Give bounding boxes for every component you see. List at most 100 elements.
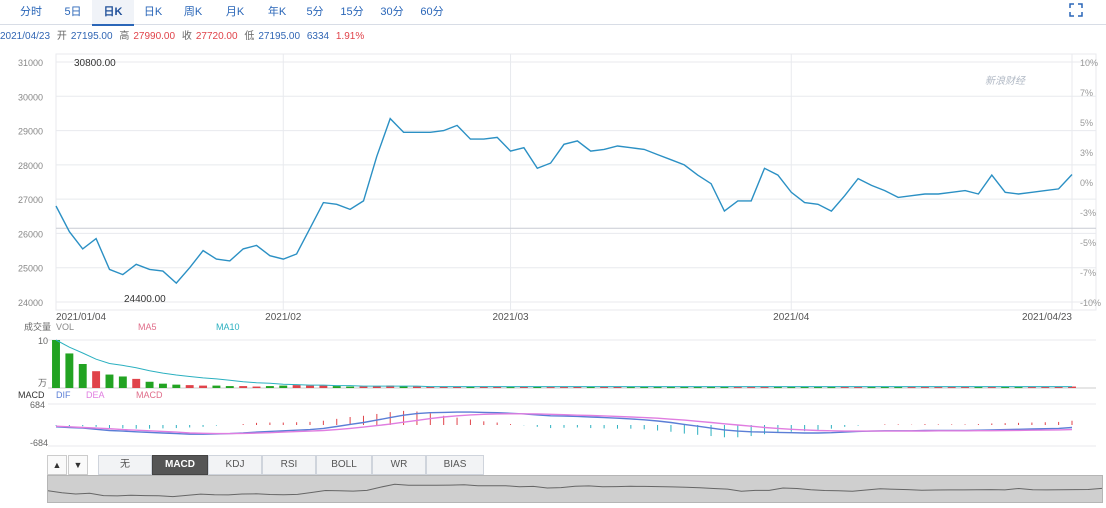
- indicator-none[interactable]: 无: [98, 455, 152, 475]
- volume-bar: [332, 386, 341, 388]
- volume-bar: [279, 385, 288, 388]
- indicator-bias[interactable]: BIAS: [426, 455, 484, 475]
- volume-bar: [947, 387, 956, 389]
- volume-bar: [814, 387, 822, 389]
- price-pct-tick-label: 3%: [1080, 148, 1093, 158]
- macd-legend-label: DIF: [56, 390, 71, 400]
- macd-legend-label: DEA: [86, 390, 105, 400]
- volume-bar: [78, 364, 87, 388]
- volume-bar: [1014, 387, 1023, 389]
- macd-y-tick-label: 684: [30, 400, 45, 410]
- indicator-kdj[interactable]: KDJ: [208, 455, 262, 475]
- min-price-label: 24400.00: [124, 294, 166, 305]
- info-high: 27990.00: [133, 31, 176, 42]
- info-low-label: 低: [244, 31, 255, 42]
- volume-bar: [800, 387, 809, 389]
- macd-legend-label: MACD: [18, 390, 45, 400]
- volume-bar: [92, 371, 101, 388]
- volume-bar: [145, 381, 154, 388]
- price-pct-tick-label: 0%: [1080, 178, 1093, 188]
- price-y-tick-label: 27000: [18, 195, 43, 205]
- tab-weekly-k[interactable]: 周K: [183, 6, 203, 18]
- tab-15min[interactable]: 15分: [340, 6, 364, 18]
- volume-bar: [105, 374, 114, 388]
- volume-bar: [1068, 386, 1076, 388]
- info-date: 2021/04/23: [0, 31, 51, 42]
- volume-bar: [386, 385, 395, 388]
- fullscreen-icon[interactable]: [1068, 3, 1084, 19]
- volume-legend-label: 成交量: [24, 321, 51, 332]
- volume-bar: [760, 387, 769, 389]
- scroll-up-button[interactable]: ▲: [47, 455, 67, 475]
- navigator-line: [47, 483, 1103, 498]
- indicator-macd[interactable]: MACD: [152, 455, 208, 475]
- indicator-rsi[interactable]: RSI: [262, 455, 316, 475]
- volume-bar: [533, 386, 542, 388]
- indicator-boll[interactable]: BOLL: [316, 455, 372, 475]
- price-series-line: [55, 117, 1073, 285]
- price-y-tick-label: 30000: [18, 92, 43, 102]
- price-y-tick-label: 26000: [18, 229, 43, 239]
- tab-monthly-k[interactable]: 月K: [225, 6, 245, 18]
- info-volume: 6334: [306, 31, 330, 42]
- volume-bar: [867, 387, 876, 389]
- volume-bar: [185, 385, 194, 388]
- volume-legend-label: MA10: [216, 322, 240, 332]
- price-y-tick-label: 25000: [18, 264, 43, 274]
- volume-bar: [1041, 387, 1050, 389]
- macd-y-tick-label: -684: [30, 438, 48, 448]
- watermark-logo: 新浪财经: [985, 75, 1026, 87]
- tab-daily-k[interactable]: 日K: [143, 6, 163, 18]
- range-navigator[interactable]: [47, 475, 1103, 503]
- period-tabs: 分时 5日 日K 日K 周K 月K 年K 5分 15分 30分 60分: [0, 0, 1106, 26]
- x-date-tick-label: 2021/04: [773, 312, 810, 323]
- volume-bar: [773, 387, 782, 389]
- tab-5day[interactable]: 5日: [64, 6, 82, 18]
- volume-y-tick-label: 10: [38, 336, 48, 346]
- volume-bar: [118, 376, 127, 388]
- x-date-tick-label: 2021/03: [492, 312, 529, 323]
- tab-5min[interactable]: 5分: [306, 6, 324, 18]
- chart-canvas[interactable]: 31000 30000 29000 28000 27000 26000 25000 24000…: [0, 0, 1106, 455]
- volume-bar: [132, 378, 141, 388]
- volume-bar: [961, 387, 970, 389]
- volume-bar: [974, 387, 983, 389]
- tab-yearly-k[interactable]: 年K: [267, 6, 287, 18]
- volume-bar: [1027, 387, 1036, 389]
- quote-info-line: 2021/04/23 开 27195.00 高 27990.00 收 27720.00…: [0, 30, 368, 44]
- volume-bar: [479, 386, 488, 388]
- volume-bar: [546, 387, 555, 389]
- price-y-tick-label: 28000: [18, 161, 43, 171]
- volume-bar: [52, 340, 60, 388]
- volume-bar: [920, 387, 929, 389]
- volume-bar: [399, 386, 408, 388]
- info-close-label: 收: [181, 31, 192, 42]
- volume-bar: [907, 387, 916, 389]
- scroll-down-button[interactable]: ▼: [68, 455, 88, 475]
- volume-bar: [600, 386, 609, 388]
- volume-bar: [747, 387, 756, 389]
- tab-30min[interactable]: 30分: [380, 6, 404, 18]
- tab-60min[interactable]: 60分: [420, 6, 444, 18]
- volume-bar: [693, 387, 702, 389]
- volume-bar: [372, 386, 381, 388]
- volume-bar: [239, 386, 248, 388]
- indicator-wr[interactable]: WR: [372, 455, 426, 475]
- navigator-series-line: [47, 483, 1103, 498]
- volume-bar: [573, 386, 582, 388]
- tab-fenshi[interactable]: 分时: [20, 6, 42, 18]
- info-open-label: 开: [56, 31, 67, 42]
- volume-bar: [306, 385, 314, 388]
- tab-daily-k-active[interactable]: 日K: [92, 0, 134, 26]
- volume-bar: [359, 386, 368, 388]
- volume-bar: [934, 387, 943, 389]
- price-y-tick-label: 24000: [18, 298, 43, 308]
- volume-bar: [733, 387, 742, 389]
- x-date-tick-label: 2021/02: [265, 312, 302, 323]
- volume-bar: [466, 386, 475, 388]
- volume-bar: [65, 353, 74, 388]
- volume-bar: [987, 387, 996, 389]
- volume-bar: [519, 386, 528, 388]
- volume-bar: [720, 387, 729, 389]
